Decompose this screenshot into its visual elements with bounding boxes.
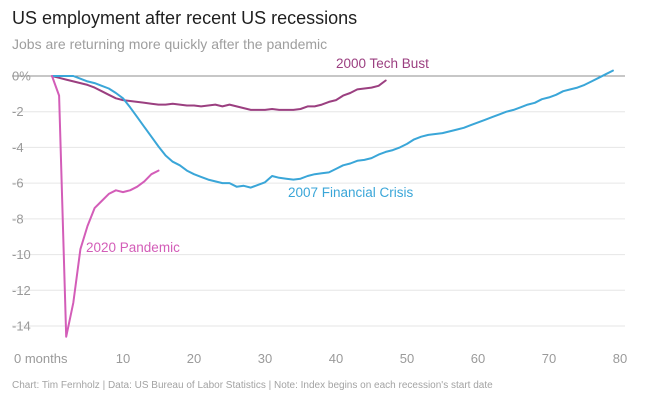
x-tick-label: 70 — [542, 351, 556, 366]
chart-source-note: Chart: Tim Fernholz | Data: US Bureau of… — [12, 380, 493, 391]
x-tick-label: 20 — [187, 351, 201, 366]
x-tick-label: 40 — [329, 351, 343, 366]
y-tick-label: -14 — [12, 319, 31, 334]
chart-subtitle: Jobs are returning more quickly after th… — [12, 36, 328, 52]
x-tick-label: 0 months — [14, 351, 68, 366]
x-tick-label: 30 — [258, 351, 272, 366]
pandemic-label: 2020 Pandemic — [86, 240, 180, 255]
y-tick-label: -10 — [12, 247, 31, 262]
y-tick-label: -6 — [12, 176, 24, 191]
x-tick-label: 10 — [116, 351, 130, 366]
chart-title: US employment after recent US recessions — [12, 8, 358, 28]
gridlines — [12, 75, 625, 327]
y-tick-label: -8 — [12, 211, 24, 226]
y-tick-label: -2 — [12, 104, 24, 119]
financial-crisis-label: 2007 Financial Crisis — [288, 185, 414, 200]
x-tick-label: 80 — [613, 351, 627, 366]
x-axis-ticks: 0 months 10 20 30 40 50 60 70 80 — [14, 351, 627, 366]
pandemic-line — [51, 75, 160, 338]
y-tick-label: -4 — [12, 140, 24, 155]
y-axis-ticks: 0% -2 -4 -6 -8 -10 -12 -14 — [12, 69, 31, 334]
x-tick-label: 50 — [400, 351, 414, 366]
tech-bust-line — [51, 75, 387, 111]
financial-crisis-line — [51, 69, 614, 189]
y-tick-label: 0% — [12, 69, 31, 84]
series-labels: 2000 Tech Bust 2007 Financial Crisis 2020 … — [86, 56, 429, 255]
y-tick-label: -12 — [12, 283, 31, 298]
x-tick-label: 60 — [471, 351, 485, 366]
series-lines — [51, 69, 614, 338]
tech-bust-label: 2000 Tech Bust — [336, 56, 429, 71]
